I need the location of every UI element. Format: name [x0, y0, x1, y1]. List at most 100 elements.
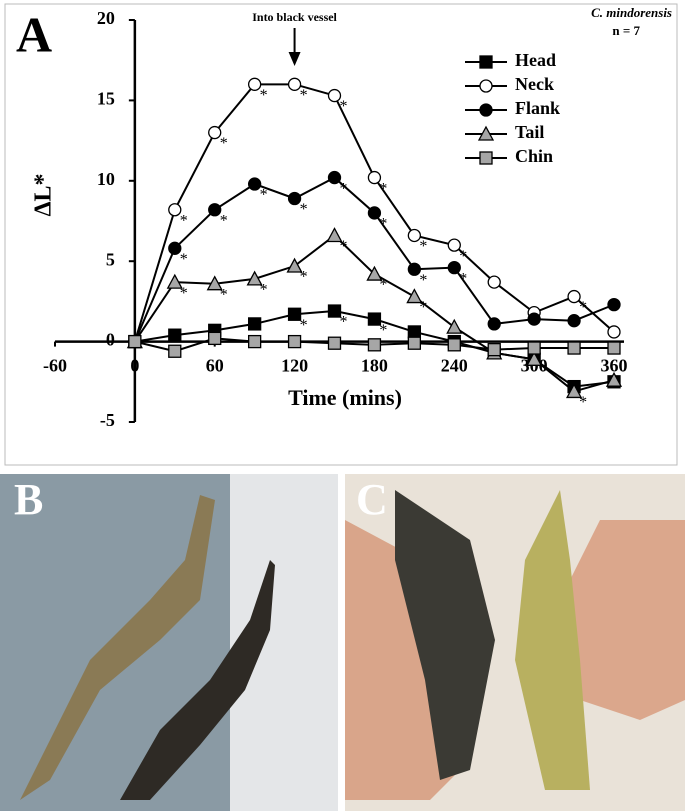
data-point — [208, 125, 222, 140]
annotation-arrowhead — [288, 52, 301, 66]
data-point — [287, 191, 302, 206]
data-point — [287, 334, 302, 349]
data-point — [605, 371, 623, 387]
data-point — [287, 307, 302, 321]
y-tick-label: 5 — [106, 249, 115, 269]
y-tick-label: -5 — [100, 410, 115, 430]
data-point — [407, 228, 422, 243]
significance-mark: * — [220, 286, 228, 303]
significance-mark: * — [419, 272, 427, 289]
data-point — [447, 238, 461, 252]
data-point — [367, 312, 382, 326]
x-tick-label: 240 — [441, 356, 468, 376]
data-point — [168, 203, 182, 217]
x-tick-label: -60 — [43, 356, 67, 376]
data-point — [367, 170, 382, 185]
species: C. mindorensis — [591, 5, 672, 20]
significance-mark: * — [579, 299, 587, 316]
significance-mark: * — [379, 216, 387, 233]
significance-mark: * — [379, 180, 387, 197]
data-point — [247, 317, 262, 331]
x-tick-label: 60 — [206, 356, 224, 376]
data-point — [206, 275, 223, 291]
data-point — [246, 270, 263, 286]
significance-mark: * — [220, 135, 228, 152]
legend-label: Neck — [515, 74, 554, 94]
significance-mark: * — [260, 282, 268, 299]
x-tick-label: 0 — [130, 356, 139, 376]
legend-label: Flank — [515, 98, 560, 118]
legend-label: Head — [515, 50, 556, 70]
significance-mark: * — [260, 87, 268, 104]
x-tick-label: 180 — [361, 356, 388, 376]
data-point — [128, 334, 142, 349]
y-tick-label: 0 — [106, 330, 115, 350]
data-point — [487, 342, 501, 357]
y-axis-label: ΔL* — [31, 173, 57, 216]
significance-mark: * — [419, 238, 427, 255]
data-point — [208, 203, 222, 217]
significance-mark: * — [340, 180, 348, 197]
data-point — [327, 336, 342, 350]
y-tick-label: 10 — [97, 169, 115, 189]
significance-mark: * — [340, 98, 348, 115]
data-point — [168, 328, 182, 342]
data-point — [168, 241, 182, 255]
significance-mark: * — [340, 314, 348, 331]
data-point — [247, 77, 262, 91]
legend-marker — [479, 103, 493, 117]
data-point — [326, 227, 343, 243]
data-point — [607, 297, 621, 312]
data-point — [526, 350, 543, 366]
significance-mark: * — [180, 285, 188, 302]
sample-size: n = 7 — [612, 23, 640, 38]
y-tick-label: 20 — [97, 8, 115, 28]
x-tick-label: 360 — [601, 356, 628, 376]
data-point — [567, 314, 581, 328]
photo-b: B — [0, 474, 338, 811]
data-point — [327, 88, 342, 103]
significance-mark: * — [220, 212, 228, 229]
y-tick-label: 15 — [97, 89, 115, 109]
significance-mark: * — [579, 394, 587, 411]
significance-mark: * — [340, 238, 348, 255]
data-point — [366, 265, 383, 281]
data-point — [166, 273, 183, 289]
data-point — [487, 317, 501, 331]
significance-mark: * — [180, 212, 188, 229]
significance-mark: * — [459, 248, 467, 265]
significance-mark: * — [300, 317, 308, 334]
legend-label: Chin — [515, 146, 553, 166]
data-point — [208, 331, 222, 346]
data-point — [367, 206, 382, 220]
data-point — [407, 262, 422, 276]
data-point — [367, 338, 382, 352]
significance-mark: * — [379, 277, 387, 294]
significance-mark: * — [459, 270, 467, 287]
significance-mark: * — [300, 269, 308, 286]
data-point — [607, 325, 621, 339]
significance-mark: * — [300, 87, 308, 104]
data-point — [247, 334, 262, 349]
panel-label: B — [14, 475, 43, 524]
data-point — [287, 77, 302, 91]
photo-c: C — [345, 474, 685, 811]
data-point — [407, 336, 422, 350]
significance-mark: * — [260, 187, 268, 204]
annotation: Into black vessel — [252, 10, 337, 24]
legend-marker — [479, 151, 493, 165]
data-point — [565, 383, 583, 399]
data-point — [567, 341, 581, 355]
x-axis-label: Time (mins) — [288, 385, 402, 410]
significance-mark: * — [379, 322, 387, 339]
data-point — [567, 289, 581, 304]
significance-mark: * — [300, 201, 308, 218]
panel-frame — [4, 3, 678, 466]
significance-mark: * — [180, 251, 188, 268]
data-point — [406, 288, 423, 304]
x-tick-label: 120 — [281, 356, 308, 376]
data-point — [527, 312, 541, 326]
data-point — [327, 304, 342, 318]
